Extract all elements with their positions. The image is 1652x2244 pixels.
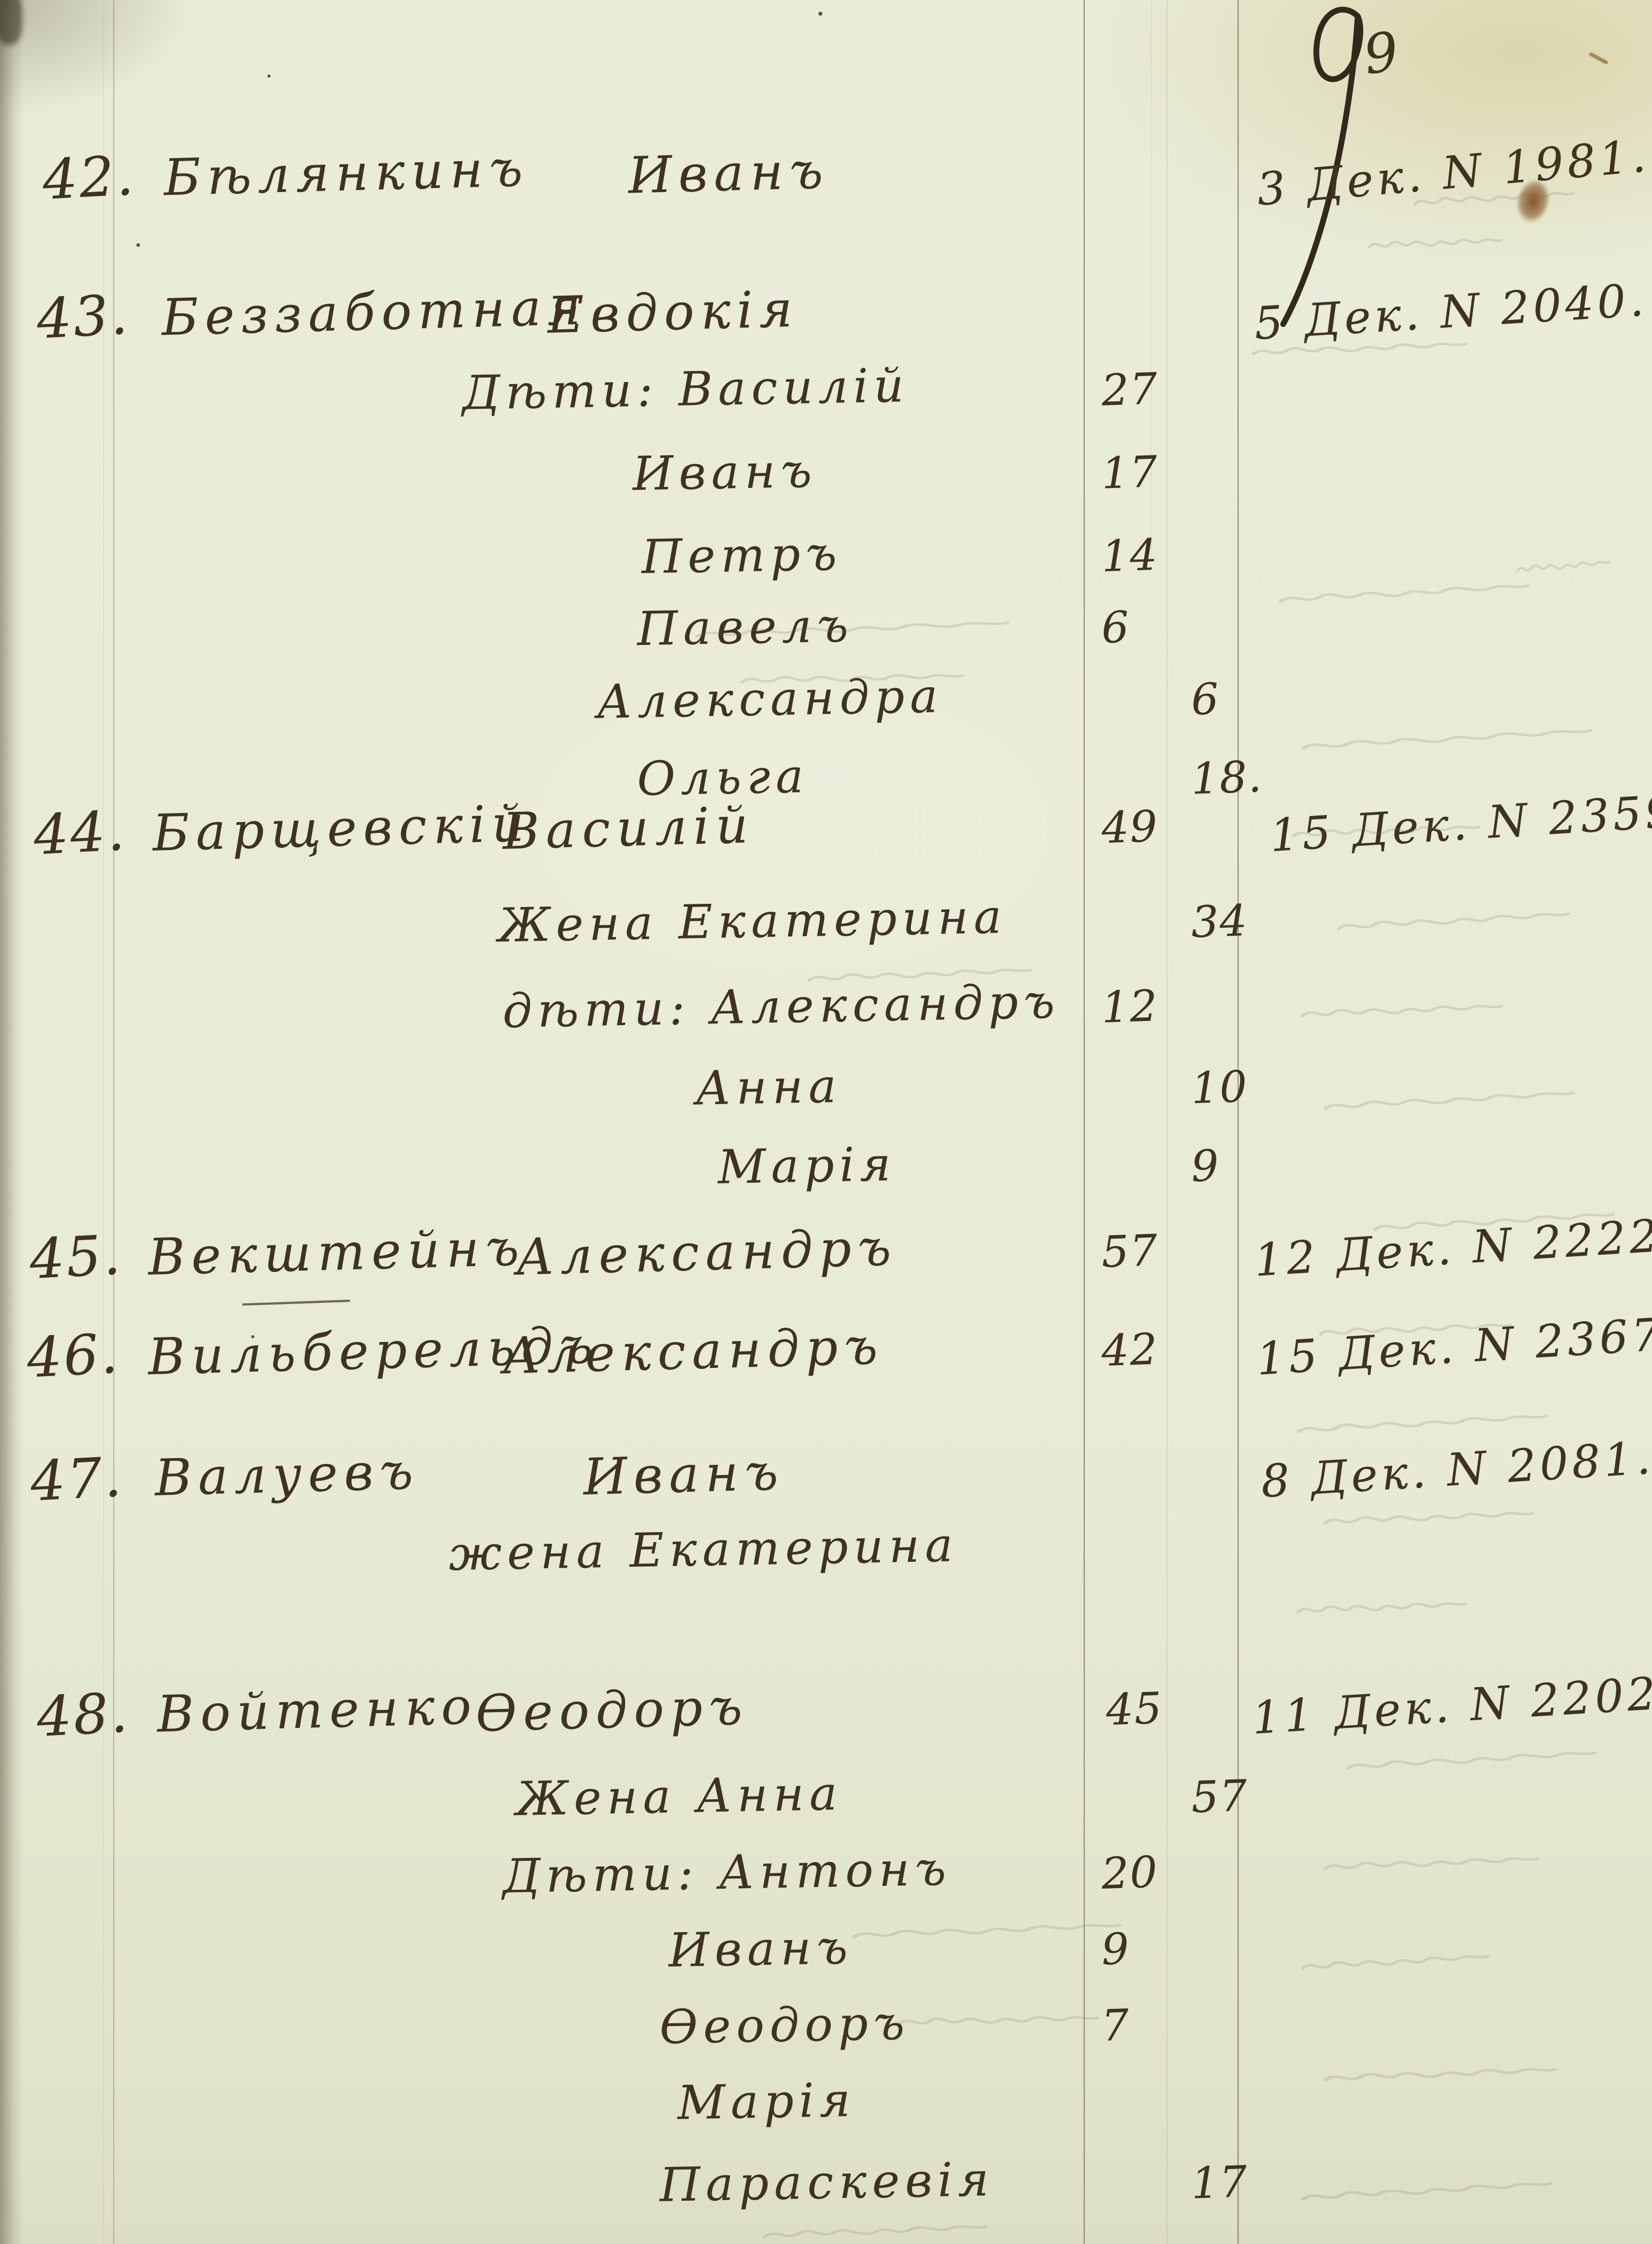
column-rule-date bbox=[1237, 0, 1239, 2244]
ink-speck bbox=[818, 12, 822, 16]
registration-date: 8 Дек. N 2081. bbox=[1259, 1431, 1652, 1508]
bleedthrough-mark bbox=[1372, 1213, 1616, 1231]
bleedthrough-mark bbox=[1292, 825, 1481, 838]
member-name: Иванъ bbox=[668, 1920, 854, 1978]
member-name: Жена Анна bbox=[515, 1766, 843, 1827]
given-name: Евдокія bbox=[546, 280, 800, 345]
bleedthrough-mark bbox=[1301, 1004, 1503, 1017]
member-name: Марія bbox=[677, 2072, 857, 2130]
given-name: Василій bbox=[502, 796, 755, 861]
bleedthrough-mark bbox=[1296, 1602, 1468, 1614]
bleedthrough-mark bbox=[1337, 912, 1571, 930]
surname: Войтенко bbox=[156, 1677, 479, 1744]
age-value: 34 bbox=[1190, 895, 1249, 948]
ink-speck bbox=[251, 1335, 254, 1338]
underline-flourish bbox=[242, 1299, 350, 1306]
entry-number: 46. bbox=[25, 1321, 121, 1390]
entry-number: 42. bbox=[41, 143, 137, 212]
ink-speck bbox=[136, 243, 140, 247]
bleedthrough-mark bbox=[1301, 1955, 1490, 1970]
entry-number: 47. bbox=[29, 1445, 125, 1514]
margin-crease bbox=[103, 0, 104, 2244]
given-name: Иванъ bbox=[627, 141, 830, 205]
age-value: 12 bbox=[1101, 980, 1159, 1033]
bleedthrough-mark bbox=[1413, 191, 1575, 206]
age-value: 17 bbox=[1190, 2156, 1249, 2209]
page-number: 9 bbox=[1359, 20, 1403, 87]
bleedthrough-mark bbox=[1296, 1414, 1548, 1433]
given-name: Александръ bbox=[515, 1218, 898, 1287]
member-name: жена Екатерина bbox=[448, 1517, 959, 1581]
bleedthrough-mark bbox=[1323, 1857, 1539, 1871]
member-name: Ольга bbox=[636, 748, 809, 806]
bleedthrough-mark bbox=[1346, 1751, 1598, 1770]
member-name: дѣти: Александръ bbox=[502, 974, 1061, 1039]
surname: Бѣлянкинъ bbox=[163, 139, 530, 207]
member-name: Иванъ bbox=[632, 443, 818, 501]
age-value: 7 bbox=[1101, 1999, 1131, 2051]
surname: Векштейнъ bbox=[147, 1218, 526, 1287]
surname: Валуевъ bbox=[154, 1442, 420, 1508]
column-rule-age-male bbox=[1084, 0, 1085, 2244]
age-value: 14 bbox=[1101, 529, 1159, 582]
paper-crease bbox=[1151, 0, 1152, 561]
column-rule-margin bbox=[113, 0, 114, 2244]
member-name: Ѳеодоръ bbox=[659, 1995, 910, 2055]
bleedthrough-mark bbox=[897, 2016, 1100, 2025]
age-value: 6 bbox=[1101, 601, 1131, 653]
age-value: 49 bbox=[1101, 801, 1159, 854]
registration-date: 11 Дек. N 2202. bbox=[1250, 1666, 1652, 1744]
stain-mark bbox=[1588, 52, 1609, 65]
page-left-edge bbox=[0, 0, 23, 2244]
bleedthrough-mark bbox=[1301, 2182, 1553, 2201]
bleedthrough-mark bbox=[1323, 1091, 1575, 1110]
bleedthrough-mark bbox=[762, 2225, 988, 2239]
entry-number: 48. bbox=[35, 1680, 131, 1749]
ink-speck bbox=[267, 75, 271, 78]
age-value: 17 bbox=[1101, 446, 1159, 499]
age-value: 42 bbox=[1101, 1324, 1159, 1376]
age-value: 57 bbox=[1190, 1770, 1249, 1823]
bleedthrough-mark bbox=[1323, 1512, 1535, 1525]
bleedthrough-mark bbox=[695, 621, 1010, 638]
surname: Барщевскій bbox=[152, 794, 531, 863]
age-value: 20 bbox=[1101, 1846, 1159, 1899]
age-value: 18. bbox=[1190, 751, 1263, 804]
bleedthrough-mark bbox=[852, 1923, 1122, 1939]
age-value: 57 bbox=[1101, 1225, 1159, 1278]
bleedthrough-mark bbox=[1368, 238, 1503, 249]
member-name: Жена Екатерина bbox=[498, 889, 1008, 953]
member-name: Дѣти: Антонъ bbox=[502, 1841, 952, 1904]
age-value: 14 bbox=[1190, 2237, 1249, 2244]
age-value: 6 bbox=[1190, 673, 1221, 725]
given-name: Иванъ bbox=[582, 1443, 785, 1507]
entry-number: 45. bbox=[28, 1223, 124, 1292]
page-corner-shadow bbox=[0, 0, 22, 45]
entry-number: 44. bbox=[32, 798, 128, 868]
bleedthrough-mark bbox=[1251, 342, 1468, 356]
bleedthrough-mark bbox=[1319, 1323, 1512, 1336]
member-name: Дѣти: Василій bbox=[462, 358, 910, 421]
age-value: 9 bbox=[1190, 1140, 1221, 1192]
member-name: Параскевія bbox=[659, 2152, 995, 2213]
bleedthrough-mark bbox=[740, 674, 965, 684]
member-name: Петръ bbox=[641, 526, 843, 584]
bleedthrough-mark bbox=[1323, 2068, 1557, 2082]
bleedthrough-mark bbox=[1301, 729, 1593, 750]
age-value: 10 bbox=[1190, 1061, 1249, 1114]
age-value: 45 bbox=[1105, 1683, 1164, 1736]
bleedthrough-mark bbox=[807, 968, 1032, 982]
bleedthrough-mark bbox=[1516, 560, 1611, 573]
entry-number: 43. bbox=[35, 282, 131, 351]
given-name: Ѳеодоръ bbox=[475, 1678, 749, 1743]
age-value: 27 bbox=[1101, 363, 1159, 416]
member-name: Анна bbox=[695, 1058, 842, 1116]
given-name: Александръ bbox=[502, 1317, 885, 1386]
member-name: Марія bbox=[717, 1136, 897, 1195]
bleedthrough-mark bbox=[1278, 584, 1530, 603]
page-number-figure bbox=[1280, 6, 1364, 327]
surname: Беззаботная bbox=[161, 277, 588, 347]
